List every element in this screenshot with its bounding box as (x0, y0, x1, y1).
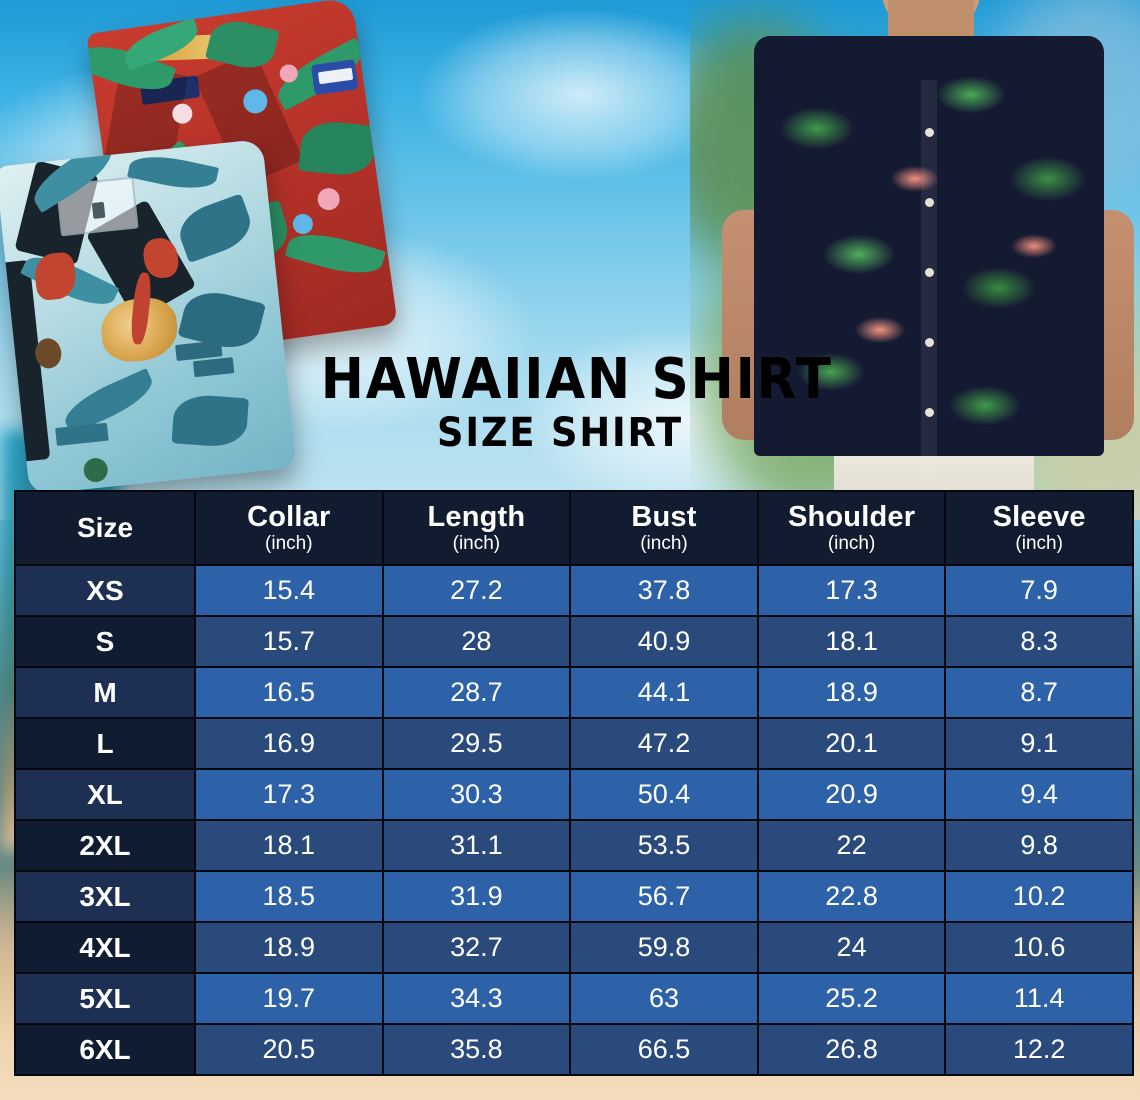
length-cell: 28.7 (383, 668, 570, 717)
table-row: 4XL 18.9 32.7 59.8 24 10.6 (16, 923, 1132, 972)
sleeve-cell: 9.1 (946, 719, 1132, 768)
sleeve-cell: 8.3 (946, 617, 1132, 666)
length-cell: 27.2 (383, 566, 570, 615)
sleeve-cell: 8.7 (946, 668, 1132, 717)
sleeve-cell: 9.4 (946, 770, 1132, 819)
sleeve-cell: 10.2 (946, 872, 1132, 921)
bust-cell: 44.1 (571, 668, 757, 717)
shoulder-cell: 24 (758, 923, 945, 972)
bust-cell: 66.5 (571, 1025, 757, 1074)
collar-cell: 15.4 (196, 566, 382, 615)
bust-cell: 63 (571, 974, 757, 1023)
bust-cell: 56.7 (571, 872, 757, 921)
blue-hawaiian-shirt-image (0, 138, 297, 496)
shoulder-cell: 18.9 (758, 668, 945, 717)
size-cell: XL (16, 770, 194, 819)
length-cell: 29.5 (383, 719, 570, 768)
shoulder-cell: 17.3 (758, 566, 945, 615)
size-cell: 6XL (16, 1025, 194, 1074)
table-row: XL 17.3 30.3 50.4 20.9 9.4 (16, 770, 1132, 819)
table-body: XS 15.4 27.2 37.8 17.3 7.9 S 15.7 28 40.9 18.1 8.3 M… (16, 566, 1132, 1074)
collar-cell: 15.7 (196, 617, 382, 666)
collar-cell: 18.5 (196, 872, 382, 921)
bust-cell: 37.8 (571, 566, 757, 615)
sleeve-cell: 11.4 (946, 974, 1132, 1023)
shoulder-cell: 20.9 (758, 770, 945, 819)
collar-cell: 20.5 (196, 1025, 382, 1074)
navy-flamingo-shirt-image (754, 36, 1104, 480)
shoulder-cell: 20.1 (758, 719, 945, 768)
bust-cell: 53.5 (571, 821, 757, 870)
length-cell: 30.3 (383, 770, 570, 819)
size-chart-table: Size Collar (inch) Length (inch) Bust (i… (14, 490, 1134, 1076)
column-header-sleeve: Sleeve (inch) (946, 492, 1132, 564)
header-row: Size Collar (inch) Length (inch) Bust (i… (16, 492, 1132, 564)
shoulder-cell: 26.8 (758, 1025, 945, 1074)
bust-cell: 40.9 (571, 617, 757, 666)
length-cell: 32.7 (383, 923, 570, 972)
shoulder-cell: 25.2 (758, 974, 945, 1023)
column-header-shoulder: Shoulder (inch) (758, 492, 945, 564)
model-photo (716, 0, 1140, 495)
size-cell: 5XL (16, 974, 194, 1023)
size-cell: L (16, 719, 194, 768)
size-chart-table-wrapper: Size Collar (inch) Length (inch) Bust (i… (14, 490, 1134, 1076)
bust-cell: 47.2 (571, 719, 757, 768)
table-row: 2XL 18.1 31.1 53.5 22 9.8 (16, 821, 1132, 870)
table-row: XS 15.4 27.2 37.8 17.3 7.9 (16, 566, 1132, 615)
size-cell: M (16, 668, 194, 717)
poster-subtitle: SIZE SHIRT (436, 410, 684, 456)
collar-cell: 16.9 (196, 719, 382, 768)
length-cell: 35.8 (383, 1025, 570, 1074)
column-header-collar: Collar (inch) (196, 492, 382, 564)
size-cell: 4XL (16, 923, 194, 972)
table-row: L 16.9 29.5 47.2 20.1 9.1 (16, 719, 1132, 768)
table-row: 5XL 19.7 34.3 63 25.2 11.4 (16, 974, 1132, 1023)
length-cell: 31.9 (383, 872, 570, 921)
length-cell: 31.1 (383, 821, 570, 870)
table-row: S 15.7 28 40.9 18.1 8.3 (16, 617, 1132, 666)
column-header-size: Size (16, 492, 194, 564)
size-cell: 2XL (16, 821, 194, 870)
size-cell: S (16, 617, 194, 666)
collar-cell: 17.3 (196, 770, 382, 819)
collar-cell: 18.9 (196, 923, 382, 972)
bust-cell: 50.4 (571, 770, 757, 819)
length-cell: 34.3 (383, 974, 570, 1023)
poster-title: HAWAIIAN SHIRT (320, 347, 833, 412)
collar-cell: 18.1 (196, 821, 382, 870)
collar-cell: 16.5 (196, 668, 382, 717)
collar-cell: 19.7 (196, 974, 382, 1023)
table-row: 6XL 20.5 35.8 66.5 26.8 12.2 (16, 1025, 1132, 1074)
column-header-bust: Bust (inch) (571, 492, 757, 564)
sleeve-cell: 7.9 (946, 566, 1132, 615)
size-cell: 3XL (16, 872, 194, 921)
shoulder-cell: 18.1 (758, 617, 945, 666)
table-header: Size Collar (inch) Length (inch) Bust (i… (16, 492, 1132, 564)
size-cell: XS (16, 566, 194, 615)
table-row: M 16.5 28.7 44.1 18.9 8.7 (16, 668, 1132, 717)
shoulder-cell: 22 (758, 821, 945, 870)
sleeve-cell: 9.8 (946, 821, 1132, 870)
poster-title-group: HAWAIIAN SHIRT SIZE SHIRT (300, 347, 833, 458)
sleeve-cell: 10.6 (946, 923, 1132, 972)
bust-cell: 59.8 (571, 923, 757, 972)
column-header-length: Length (inch) (383, 492, 570, 564)
sleeve-cell: 12.2 (946, 1025, 1132, 1074)
length-cell: 28 (383, 617, 570, 666)
shoulder-cell: 22.8 (758, 872, 945, 921)
table-row: 3XL 18.5 31.9 56.7 22.8 10.2 (16, 872, 1132, 921)
